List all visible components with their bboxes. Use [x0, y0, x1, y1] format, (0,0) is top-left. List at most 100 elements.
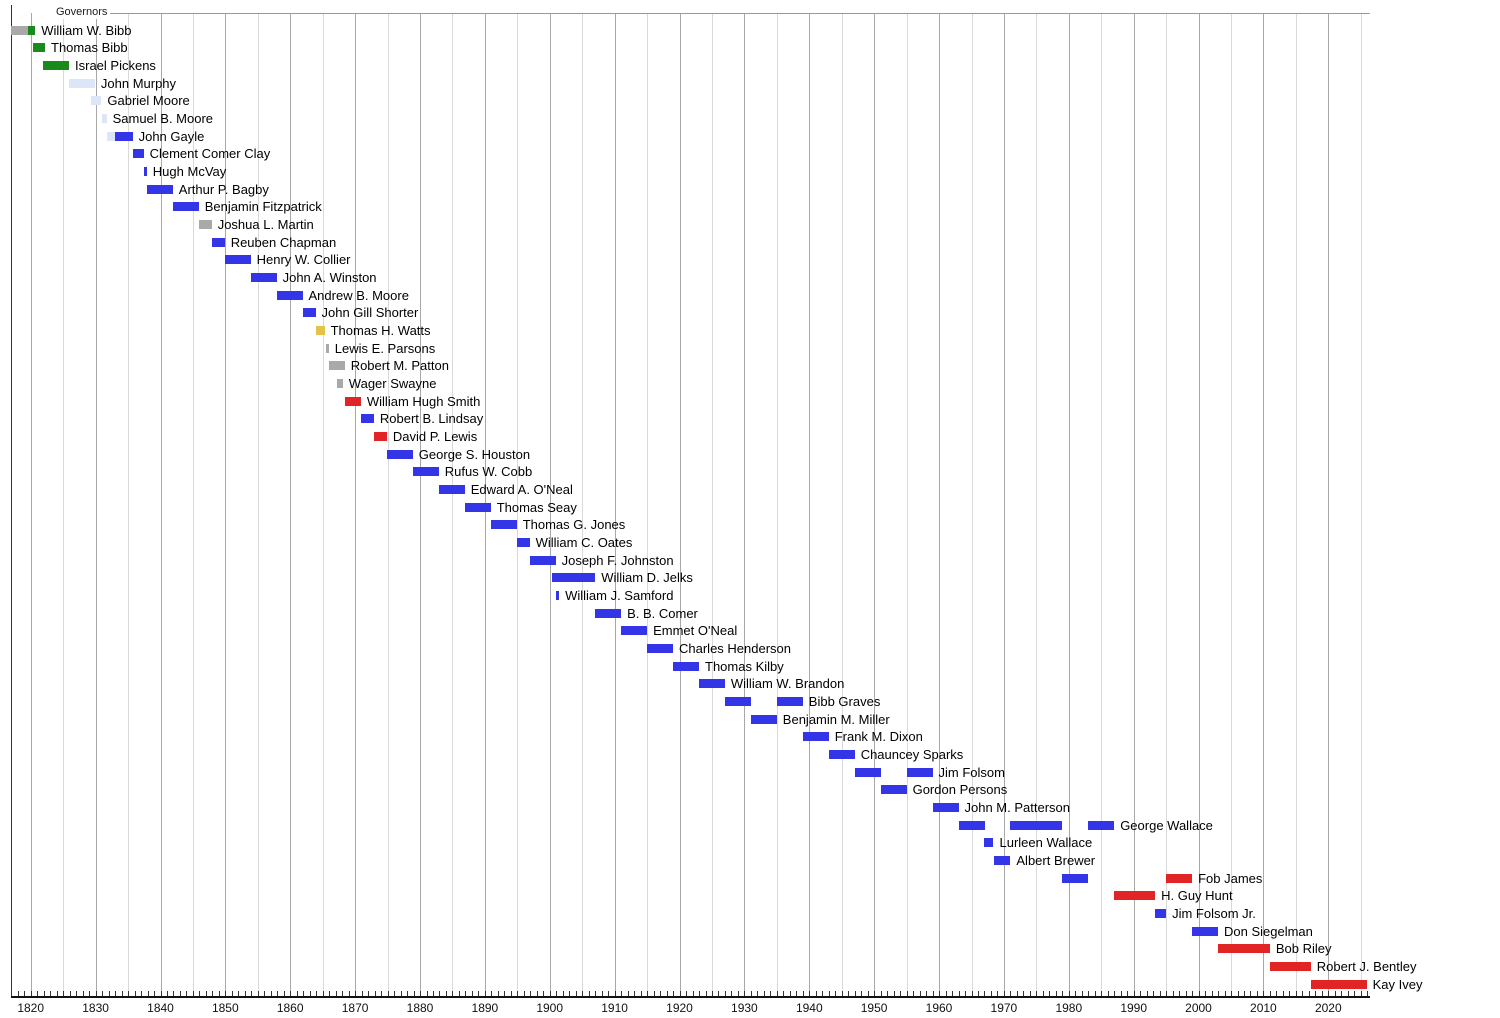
- year-tick: [433, 991, 434, 996]
- year-tick: [342, 991, 344, 996]
- axis-year-label: 1910: [601, 1001, 628, 1015]
- year-tick: [1016, 991, 1018, 996]
- year-tick: [134, 991, 136, 996]
- year-tick: [199, 991, 201, 996]
- governor-label: Robert J. Bentley: [1316, 958, 1417, 974]
- year-tick: [1166, 991, 1168, 996]
- decade-gridline: [355, 13, 357, 997]
- decade-gridline: [1133, 13, 1135, 997]
- term-bar: [854, 767, 881, 777]
- year-tick: [1205, 991, 1206, 996]
- year-tick: [1029, 991, 1031, 996]
- year-tick: [264, 991, 266, 996]
- term-bar: [647, 643, 674, 653]
- five-year-gridline: [452, 13, 454, 997]
- year-tick: [82, 991, 84, 996]
- x-axis-line: [10, 996, 1370, 998]
- axis-year-label: 1920: [666, 1001, 693, 1015]
- governor-label: Henry W. Collier: [256, 252, 351, 268]
- decade-gridline: [1263, 13, 1265, 997]
- term-bar: [336, 378, 343, 388]
- governor-label: Hugh McVay: [152, 163, 227, 179]
- year-tick: [1146, 991, 1148, 996]
- governor-label: Chauncey Sparks: [860, 746, 964, 762]
- governor-label: William W. Bibb: [41, 22, 132, 38]
- governor-label: Lewis E. Parsons: [334, 340, 436, 356]
- term-bar: [516, 537, 530, 547]
- year-tick: [718, 991, 720, 996]
- decade-gridline: [1068, 13, 1070, 997]
- decade-gridline: [160, 13, 162, 997]
- year-tick: [562, 991, 564, 996]
- year-tick: [1081, 991, 1083, 996]
- governor-label: Reuben Chapman: [230, 234, 337, 250]
- governor-label: John Murphy: [100, 75, 177, 91]
- term-bar: [115, 131, 133, 141]
- governor-label: Arthur P. Bagby: [178, 181, 269, 197]
- year-tick: [1179, 991, 1181, 996]
- year-tick: [1198, 991, 1200, 996]
- year-tick: [673, 991, 674, 996]
- governor-label: William Hugh Smith: [366, 393, 481, 409]
- decade-gridline: [549, 13, 551, 997]
- year-tick: [893, 991, 895, 996]
- term-bar: [1192, 926, 1219, 936]
- term-bar: [1218, 944, 1270, 954]
- year-tick: [913, 991, 915, 996]
- term-bar: [224, 255, 251, 265]
- year-tick: [335, 991, 337, 996]
- decade-gridline: [679, 13, 681, 997]
- year-tick: [231, 991, 233, 996]
- year-tick: [835, 991, 837, 996]
- governor-label: Thomas Seay: [496, 499, 577, 515]
- governor-label: Rufus W. Cobb: [444, 464, 533, 480]
- five-year-gridline: [517, 13, 519, 997]
- year-tick: [387, 991, 389, 996]
- year-tick: [225, 991, 227, 996]
- year-tick: [192, 991, 194, 996]
- decade-gridline: [290, 13, 292, 997]
- term-bar: [106, 131, 115, 141]
- year-tick: [627, 991, 629, 996]
- axis-year-label: 1900: [536, 1001, 564, 1015]
- governor-label: William W. Brandon: [730, 676, 845, 692]
- year-tick: [296, 991, 298, 996]
- year-tick: [971, 991, 973, 996]
- year-tick: [37, 991, 39, 996]
- axis-year-label: 1840: [147, 1001, 174, 1015]
- year-tick: [491, 991, 493, 996]
- year-tick: [952, 991, 953, 996]
- year-tick: [926, 991, 927, 996]
- year-tick: [679, 991, 681, 996]
- term-bar: [880, 785, 907, 795]
- year-tick: [1347, 991, 1349, 996]
- year-tick: [1088, 991, 1090, 996]
- year-tick: [965, 991, 966, 996]
- year-tick: [614, 991, 616, 996]
- year-tick: [400, 991, 402, 996]
- year-tick: [420, 991, 421, 996]
- year-tick: [1341, 991, 1343, 996]
- year-tick: [309, 991, 311, 996]
- year-tick: [731, 991, 733, 996]
- year-tick: [692, 991, 694, 996]
- year-tick: [653, 991, 655, 996]
- year-tick: [257, 991, 259, 996]
- term-bar: [360, 414, 374, 424]
- term-bar: [373, 431, 387, 441]
- governor-label: Andrew B. Moore: [308, 287, 409, 303]
- governor-label: George S. Houston: [418, 446, 531, 462]
- year-tick: [750, 991, 752, 996]
- year-tick: [329, 991, 331, 996]
- year-tick: [510, 991, 512, 996]
- year-tick: [1094, 991, 1096, 996]
- year-tick: [1328, 991, 1330, 996]
- term-bar: [143, 166, 147, 176]
- term-bar: [1062, 873, 1089, 883]
- year-tick: [796, 991, 798, 996]
- year-tick: [478, 991, 480, 996]
- axis-year-label: 1830: [82, 1001, 109, 1015]
- year-tick: [413, 991, 415, 996]
- year-tick: [789, 991, 791, 996]
- year-tick: [283, 991, 285, 996]
